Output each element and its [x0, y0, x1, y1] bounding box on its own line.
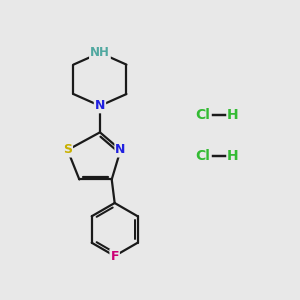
Text: H: H [226, 108, 238, 122]
Text: Cl: Cl [196, 149, 210, 163]
Text: N: N [116, 143, 126, 157]
Text: H: H [226, 149, 238, 163]
Text: F: F [110, 250, 119, 262]
Text: N: N [95, 99, 105, 112]
Text: S: S [63, 143, 72, 157]
Text: NH: NH [90, 46, 110, 59]
Text: Cl: Cl [196, 108, 210, 122]
